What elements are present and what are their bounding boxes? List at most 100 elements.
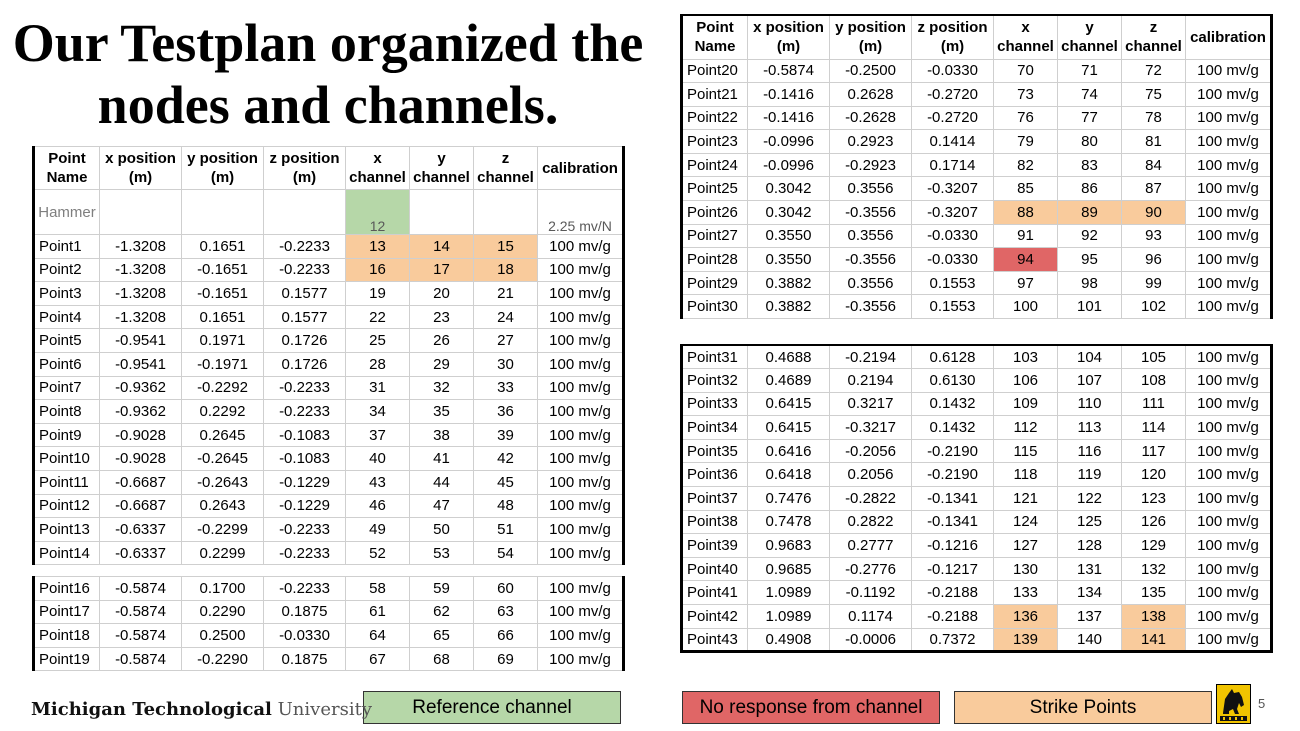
cell-z-channel: 75 (1121, 82, 1186, 107)
hammer-reference-channel: 12 (345, 189, 410, 235)
cell-x-channel: 43 (345, 469, 410, 495)
cell-z-channel: 105 (1121, 344, 1186, 370)
cell-calibration: 100 mv/g (1185, 129, 1272, 154)
cell-y-position: -0.2643 (181, 469, 264, 495)
cell-y-position: 0.2292 (181, 399, 264, 424)
cell-x-position: 0.6415 (747, 415, 830, 440)
cell-x-channel: 118 (993, 462, 1058, 488)
left-points-table: Point Name x position (m) y position (m)… (32, 146, 625, 566)
cell-y-position: 0.2822 (829, 509, 912, 535)
cell-x-position: 0.4689 (747, 368, 830, 393)
cell-x-channel: 31 (345, 375, 410, 401)
cell-x-position: -0.9362 (99, 375, 182, 401)
cell-x-position: -0.9028 (99, 422, 182, 448)
cell-x-position: -0.0996 (747, 152, 830, 178)
cell-calibration: 100 mv/g (1185, 176, 1272, 202)
cell-z-position: -0.0330 (911, 247, 994, 272)
cell-point-name: Point26 (681, 200, 748, 225)
cell-z-position: 0.1875 (263, 599, 346, 625)
cell-y-position: -0.2645 (181, 446, 264, 471)
header-z-channel: z channel (473, 146, 538, 190)
cell-y-channel: 113 (1057, 415, 1122, 440)
cell-y-channel: 86 (1057, 176, 1122, 202)
cell-point-name: Point41 (681, 580, 748, 606)
cell-x-position: -0.9028 (99, 446, 182, 471)
cell-y-position: -0.2923 (829, 152, 912, 178)
cell-y-position: 0.1700 (181, 576, 264, 601)
cell-x-channel: 139 (993, 627, 1058, 653)
cell-calibration: 100 mv/g (537, 623, 624, 648)
cell-z-position: -0.2233 (263, 375, 346, 401)
right-points-table-lower: Point31 0.4688 -0.2194 0.6128 103 104 105 100 m… (680, 344, 1273, 654)
table-row: Point14 -0.6337 0.2299 -0.2233 52 53 54 100 mv/… (33, 540, 624, 566)
cell-x-channel: 19 (345, 281, 410, 306)
cell-x-channel: 25 (345, 328, 410, 353)
cell-y-position: -0.2776 (829, 556, 912, 582)
cell-z-channel: 54 (473, 540, 538, 566)
table-row: Point3 -1.3208 -0.1651 0.1577 19 20 21 100 mv/g (33, 281, 624, 306)
cell-z-position: 0.1726 (263, 351, 346, 377)
cell-z-channel: 93 (1121, 223, 1186, 249)
table-row: Point36 0.6418 0.2056 -0.2190 118 119 120 100 m… (681, 462, 1272, 488)
cell-z-position: -0.1083 (263, 422, 346, 448)
table-row: Point8 -0.9362 0.2292 -0.2233 34 35 36 100 mv/g (33, 399, 624, 424)
cell-point-name: Point31 (681, 344, 748, 370)
cell-x-channel: 130 (993, 556, 1058, 582)
cell-calibration: 100 mv/g (1185, 270, 1272, 296)
cell-y-channel: 128 (1057, 533, 1122, 558)
cell-z-channel: 99 (1121, 270, 1186, 296)
cell-z-channel: 33 (473, 375, 538, 401)
cell-y-channel: 137 (1057, 604, 1122, 629)
table-row: Point20 -0.5874 -0.2500 -0.0330 70 71 72 100 mv… (681, 58, 1272, 84)
cell-y-position: 0.3556 (829, 270, 912, 296)
cell-x-position: -0.6337 (99, 517, 182, 542)
header-point-name: Point Name (33, 146, 100, 190)
cell-z-channel: 66 (473, 623, 538, 648)
cell-x-position: -0.6337 (99, 540, 182, 566)
cell-z-position: -0.1341 (911, 509, 994, 535)
cell-point-name: Point33 (681, 391, 748, 417)
cell-y-position: -0.2194 (829, 344, 912, 370)
header-x-channel: x channel (345, 146, 410, 190)
cell-calibration: 100 mv/g (537, 599, 624, 625)
cell-z-channel: 120 (1121, 462, 1186, 488)
cell-y-position: 0.2777 (829, 533, 912, 558)
header-y-position: y position (m) (829, 14, 912, 60)
cell-z-channel: 135 (1121, 580, 1186, 606)
cell-x-channel: 133 (993, 580, 1058, 606)
cell-x-position: -0.9541 (99, 351, 182, 377)
cell-y-channel: 71 (1057, 58, 1122, 84)
cell-x-channel: 64 (345, 623, 410, 648)
cell-x-channel: 73 (993, 82, 1058, 107)
header-z-position: z position (m) (263, 146, 346, 190)
cell-z-position: -0.3207 (911, 176, 994, 202)
cell-x-position: -1.3208 (99, 281, 182, 306)
cell-z-position: 0.1714 (911, 152, 994, 178)
cell-x-channel: 91 (993, 223, 1058, 249)
cell-calibration: 100 mv/g (537, 646, 624, 672)
cell-y-position: -0.2290 (181, 646, 264, 672)
cell-y-position: 0.2194 (829, 368, 912, 393)
logo-bold-text: Michigan Technological (31, 699, 272, 720)
header-y-channel: y channel (1057, 14, 1122, 60)
cell-x-position: -0.6687 (99, 469, 182, 495)
cell-point-name: Point34 (681, 415, 748, 440)
table-row: Point29 0.3882 0.3556 0.1553 97 98 99 100 mv/g (681, 270, 1272, 296)
cell-point-name: Point16 (33, 576, 100, 601)
cell-calibration: 100 mv/g (537, 399, 624, 424)
table-row: Point23 -0.0996 0.2923 0.1414 79 80 81 100 mv/g (681, 129, 1272, 154)
header-y-position: y position (m) (181, 146, 264, 190)
cell-y-channel: 44 (409, 469, 474, 495)
cell-y-position: 0.3556 (829, 176, 912, 202)
cell-x-channel: 106 (993, 368, 1058, 393)
table-row: Point6 -0.9541 -0.1971 0.1726 28 29 30 100 mv/g (33, 351, 624, 377)
cell-point-name: Point36 (681, 462, 748, 488)
cell-z-channel: 21 (473, 281, 538, 306)
cell-y-channel: 80 (1057, 129, 1122, 154)
cell-point-name: Point43 (681, 627, 748, 653)
table-row: Point22 -0.1416 -0.2628 -0.2720 76 77 78 100 mv… (681, 105, 1272, 131)
cell-point-name: Point18 (33, 623, 100, 648)
table-row: Point19 -0.5874 -0.2290 0.1875 67 68 69 100 mv/… (33, 646, 624, 672)
cell-point-name: Point9 (33, 422, 100, 448)
cell-y-position: -0.1971 (181, 351, 264, 377)
